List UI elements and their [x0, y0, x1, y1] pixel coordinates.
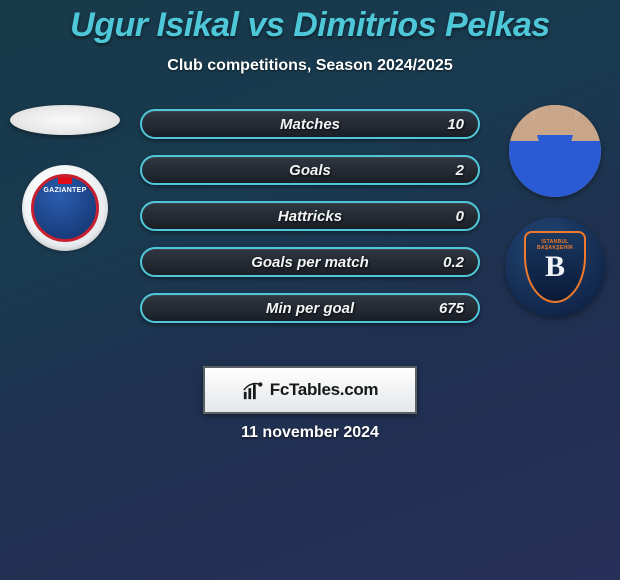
stat-value-right: 2 [456, 162, 464, 179]
player-left-name: Ugur Isikal [70, 6, 238, 44]
infographic-root: Ugur Isikal vs Dimitrios Pelkas Club com… [0, 0, 620, 580]
stat-label: Hattricks [142, 208, 478, 225]
stat-label: Goals per match [142, 254, 478, 271]
date-text: 11 november 2024 [0, 424, 620, 442]
club-right-badge: ISTANBUL BAŞAKŞEHİR B [505, 217, 605, 317]
turkish-flag-icon [58, 175, 72, 184]
club-right-letter: B [545, 250, 565, 284]
club-left-name: GAZIANTEP [34, 187, 96, 194]
main-area: GAZIANTEP ISTANBUL BAŞAKŞEHİR B Matches [0, 105, 620, 355]
stat-value-right: 0 [456, 208, 464, 225]
club-left-badge: GAZIANTEP [22, 165, 108, 251]
right-column: ISTANBUL BAŞAKŞEHİR B [500, 105, 610, 317]
title-vs: vs [247, 6, 284, 44]
stat-value-right: 0.2 [443, 254, 464, 271]
fctables-icon [242, 379, 264, 401]
stat-bar: Matches 10 [140, 109, 480, 139]
stat-bar: Goals 2 [140, 155, 480, 185]
club-right-shield: ISTANBUL BAŞAKŞEHİR B [524, 231, 586, 303]
stat-label: Goals [142, 162, 478, 179]
stat-bar: Hattricks 0 [140, 201, 480, 231]
stat-value-right: 675 [439, 300, 464, 317]
stat-label: Min per goal [142, 300, 478, 317]
stat-bars: Matches 10 Goals 2 Hattricks 0 Goals per… [140, 109, 480, 323]
stat-value-right: 10 [447, 116, 464, 133]
stat-bar: Goals per match 0.2 [140, 247, 480, 277]
player-left-avatar-placeholder [10, 105, 120, 135]
club-right-top-text: ISTANBUL BAŞAKŞEHİR [526, 239, 584, 251]
player-right-avatar [509, 105, 601, 197]
stat-bar: Min per goal 675 [140, 293, 480, 323]
left-column: GAZIANTEP [0, 105, 130, 251]
stat-label: Matches [142, 116, 478, 133]
club-left-badge-inner: GAZIANTEP [31, 174, 99, 242]
source-logo-plate: FcTables.com [203, 366, 417, 414]
player-right-name: Dimitrios Pelkas [293, 6, 550, 44]
source-logo-text: FcTables.com [270, 380, 379, 400]
comparison-title: Ugur Isikal vs Dimitrios Pelkas [0, 0, 620, 45]
subtitle: Club competitions, Season 2024/2025 [0, 57, 620, 75]
